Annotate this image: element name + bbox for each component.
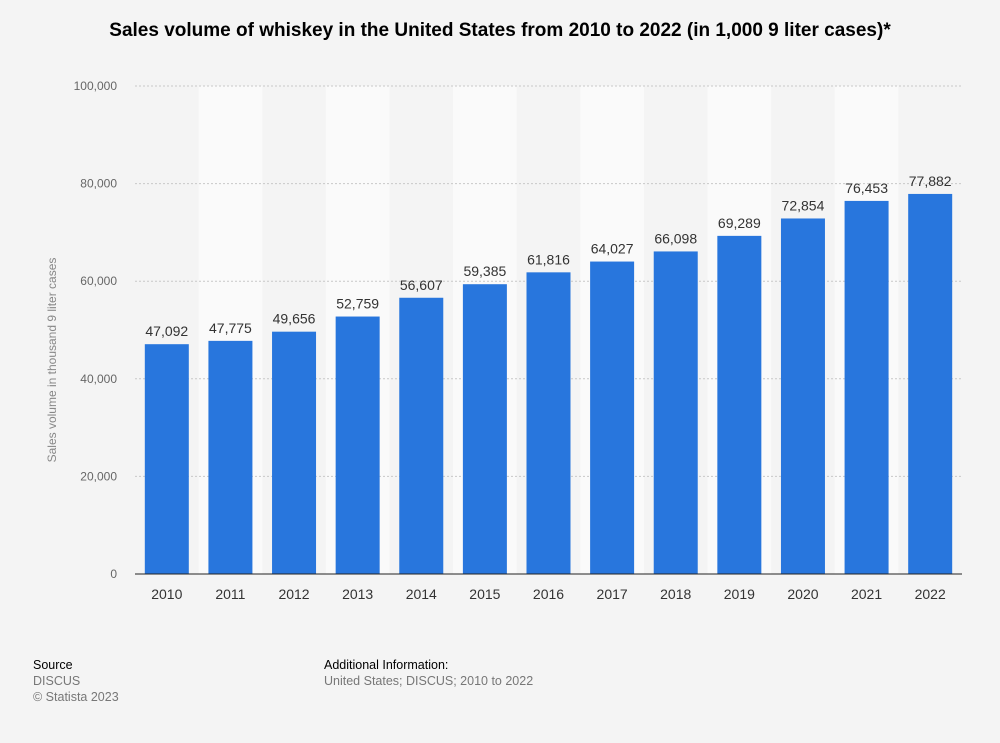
x-tick-label: 2017	[597, 586, 628, 602]
bar	[208, 340, 253, 574]
chart-title: Sales volume of whiskey in the United St…	[109, 20, 891, 41]
x-tick-label: 2010	[151, 586, 182, 602]
x-tick-label: 2020	[787, 586, 818, 602]
data-label: 47,092	[145, 323, 188, 339]
x-tick-label: 2019	[724, 586, 755, 602]
data-label: 69,289	[718, 215, 761, 231]
x-tick-label: 2018	[660, 586, 691, 602]
additional-info-heading: Additional Information:	[324, 658, 449, 672]
bar	[144, 344, 189, 574]
data-label: 64,027	[591, 241, 634, 257]
x-tick-label: 2021	[851, 586, 882, 602]
x-tick-label: 2012	[278, 586, 309, 602]
data-label: 52,759	[336, 296, 379, 312]
bar	[908, 193, 953, 574]
bars	[144, 193, 953, 574]
bar	[590, 261, 635, 574]
data-labels: 47,092 47,775 49,656 52,759 56,607 59,385 61,8…	[145, 173, 951, 339]
bar	[462, 284, 507, 574]
bar	[780, 218, 825, 574]
y-tick-label: 80,000	[80, 177, 117, 191]
copyright-line: © Statista 2023	[33, 690, 119, 704]
x-tick-label: 2011	[215, 586, 245, 602]
data-label: 47,775	[209, 320, 252, 336]
source-heading: Source	[33, 658, 73, 672]
x-axis-ticks: 2010 2011 2012 2013 2014 2015 2016 2017 2018 2019…	[151, 586, 946, 602]
y-axis-ticks: 0 20,000 40,000 60,000 80,000 100,000	[74, 79, 118, 581]
data-label: 61,816	[527, 251, 570, 267]
bar	[272, 331, 317, 574]
y-tick-label: 40,000	[80, 372, 117, 386]
bar	[844, 200, 889, 574]
x-tick-label: 2015	[469, 586, 500, 602]
x-tick-label: 2022	[915, 586, 946, 602]
y-tick-label: 100,000	[74, 79, 118, 93]
y-axis-label: Sales volume in thousand 9 liter cases	[45, 258, 59, 463]
x-tick-label: 2014	[406, 586, 437, 602]
y-tick-label: 60,000	[80, 274, 117, 288]
source-line: DISCUS	[33, 674, 81, 688]
y-tick-label: 20,000	[80, 469, 117, 483]
bar	[653, 251, 698, 574]
data-label: 56,607	[400, 277, 443, 293]
data-label: 66,098	[654, 230, 697, 246]
additional-info-text: United States; DISCUS; 2010 to 2022	[324, 674, 534, 688]
bar	[717, 235, 762, 574]
data-label: 76,453	[845, 180, 888, 196]
data-label: 77,882	[909, 173, 952, 189]
bar	[399, 297, 444, 574]
data-label: 72,854	[782, 197, 825, 213]
y-tick-label: 0	[110, 567, 117, 581]
additional-info-block: Additional Information: United States; D…	[324, 657, 533, 689]
bar	[526, 272, 571, 574]
source-block: Source DISCUS © Statista 2023	[33, 657, 119, 705]
bar	[335, 316, 380, 574]
data-label: 49,656	[273, 311, 316, 327]
data-label: 59,385	[463, 263, 506, 279]
x-tick-label: 2013	[342, 586, 373, 602]
x-tick-label: 2016	[533, 586, 564, 602]
